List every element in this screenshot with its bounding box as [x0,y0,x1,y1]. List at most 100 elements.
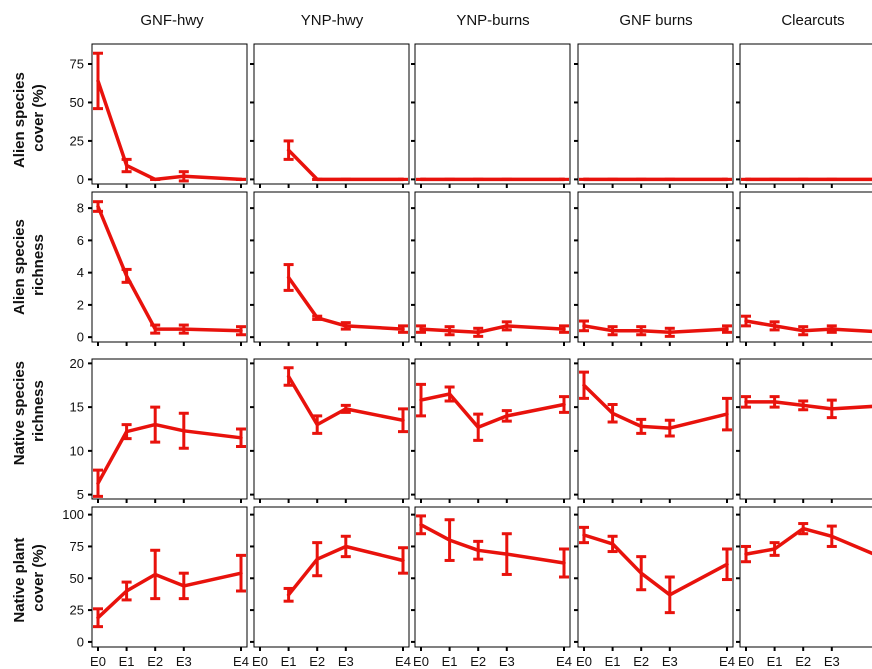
row-title-alien-cover-line1: Alien species [11,72,28,168]
error-bar [93,607,103,629]
x-tick-label: E4 [719,654,735,669]
error-bar [312,541,323,578]
y-tick-label: 75 [70,539,84,554]
series-line [419,523,566,565]
error-bar [236,553,246,593]
error-bar [121,580,132,602]
error-bar [178,571,189,601]
error-bar [559,324,569,334]
panel-frame [414,43,571,185]
x-tick-label: E3 [338,654,354,669]
panel-ynp-hwy-row1 [250,191,410,346]
series-line [96,204,243,333]
y-tick-label: 8 [77,201,84,216]
column-title-clearcuts: Clearcuts [781,12,844,29]
series-line [582,324,729,335]
error-bar [741,314,751,328]
y-tick-label: 0 [77,634,84,649]
panel-gnf-burns-row1 [574,191,734,346]
series-line [582,383,729,430]
y-tick-label: 6 [77,233,84,248]
row-title-native-cover-line1: Native plant [11,538,28,623]
error-bar [416,324,426,334]
error-bar [559,395,569,414]
error-bar [769,320,780,332]
x-tick-label: E0 [576,654,592,669]
error-bar [722,396,732,432]
x-tick-label: E1 [119,654,135,669]
panel-ynp-hwy-row2 [250,358,410,503]
error-bar [473,326,484,338]
x-tick-label: E4 [395,654,411,669]
x-tick-label: E4 [233,654,249,669]
error-bar [283,263,294,292]
panel-clearcuts-row1 [736,191,872,346]
row-title-alien-richness-line1: Alien species [11,219,28,315]
x-tick-label: E1 [281,654,297,669]
column-title-ynp-hwy: YNP-hwy [301,12,364,29]
error-bar [444,518,455,562]
series-line [286,374,405,427]
x-tick-label: E1 [442,654,458,669]
y-tick-label: 50 [70,571,84,586]
row-title-native-cover: Native plant cover (%) [11,533,47,622]
error-bar [150,548,161,601]
series-line [744,319,872,334]
error-bar [664,575,675,615]
y-tick-label: 5 [77,487,84,502]
error-bar [150,405,161,444]
x-tick-label: E3 [824,654,840,669]
y-tick-label: 0 [77,330,84,345]
error-bar [121,423,132,441]
y-tick-label: 75 [70,57,84,72]
x-tick-label: E2 [795,654,811,669]
panel-ynp-burns-row3: E0 E1 E2 E3 E4 [411,506,572,669]
error-bar [416,514,426,536]
series-line [286,275,405,331]
row-title-alien-richness: Alien species richness [11,215,47,315]
row-title-alien-cover-line2: cover (%) [30,84,47,152]
x-tick-label: E0 [252,654,268,669]
column-title-gnf-hwy: GNF-hwy [140,12,204,29]
x-tick-label: E3 [499,654,515,669]
panel-frame [577,191,734,343]
x-tick-label: E2 [147,654,163,669]
panel-frame [253,43,410,185]
x-tick-label: E1 [767,654,783,669]
error-bar [236,427,246,448]
error-bar [398,407,408,434]
series-line [286,148,405,182]
panel-frame [577,506,734,648]
error-bar [579,370,589,400]
y-tick-label: 0 [77,172,84,187]
panel-gnf-burns-row3: E0 E1 E2 E3 E4 [574,506,735,669]
error-bar [121,267,132,284]
series-line [96,79,243,182]
series-line [286,544,405,597]
error-bar [150,323,161,335]
row-title-alien-richness-line2: richness [30,234,47,296]
row-title-native-richness-line1: Native species [11,361,28,465]
error-bar [283,139,294,161]
error-bar [312,414,323,435]
error-bar [741,395,751,409]
error-bar [722,324,732,334]
panel-ynp-burns-row2 [411,358,571,503]
series-line [582,533,729,597]
series-line [419,324,566,335]
x-tick-label: E3 [176,654,192,669]
y-tick-label: 10 [70,443,84,458]
error-bar [340,403,351,414]
error-bar [444,325,455,337]
panel-frame [577,358,734,500]
error-bar [236,325,246,337]
error-bar [178,323,189,335]
error-bar [826,398,837,420]
error-bar [312,314,323,321]
series-line [744,526,872,556]
error-bar [664,326,675,338]
error-bar [636,325,647,337]
